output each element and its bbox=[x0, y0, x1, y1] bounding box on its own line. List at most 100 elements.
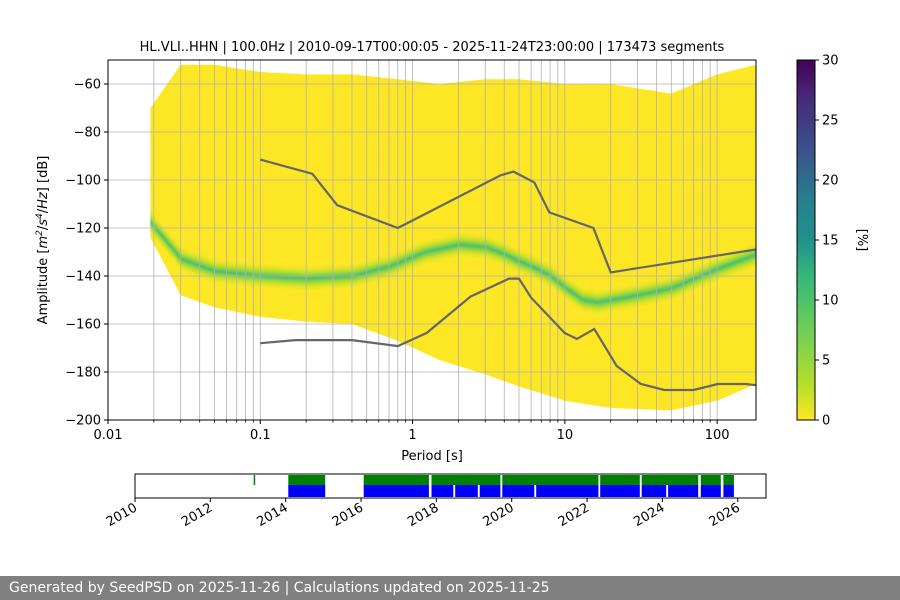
psd-mode-strip bbox=[168, 230, 171, 259]
psd-mode-strip bbox=[366, 258, 369, 287]
psd-chart: HL.VLI..HHN | 100.0Hz | 2010-09-17T00:00… bbox=[35, 40, 869, 530]
psd-mode-strip bbox=[458, 230, 461, 259]
y-tick-label: −100 bbox=[65, 174, 101, 189]
psd-mode-strip bbox=[478, 232, 481, 261]
psd-mode-strip bbox=[474, 232, 477, 261]
psd-mode-strip bbox=[190, 248, 193, 277]
psd-mode-strip bbox=[646, 279, 649, 308]
psd-mode-strip bbox=[614, 285, 617, 314]
psd-mode-strip bbox=[226, 258, 229, 287]
psd-mode-strip bbox=[230, 258, 233, 287]
psd-mode-strip bbox=[724, 252, 727, 281]
plot-grid bbox=[108, 60, 756, 420]
psd-mode-strip bbox=[386, 253, 389, 282]
timeline-tick-label: 2024 bbox=[631, 500, 667, 530]
psd-mode-strip bbox=[454, 231, 457, 260]
psd-mode-strip bbox=[564, 273, 567, 302]
psd-mode-strip bbox=[634, 281, 637, 310]
psd-mode-strip bbox=[330, 263, 333, 292]
psd-mode-strip bbox=[200, 252, 203, 281]
psd-mode-strip bbox=[364, 258, 367, 287]
psd-mode-strip bbox=[488, 234, 491, 263]
timeline-blue-segment bbox=[723, 485, 734, 497]
psd-mode-strip bbox=[500, 239, 503, 267]
timeline-tick-label: 2012 bbox=[179, 500, 215, 530]
psd-mode-strip bbox=[450, 232, 453, 261]
psd-mode-strip bbox=[298, 264, 301, 292]
psd-mode-strip bbox=[558, 268, 561, 297]
psd-mode-strip bbox=[360, 259, 363, 288]
psd-mode-strip bbox=[448, 232, 451, 261]
timeline-green-segment bbox=[363, 475, 429, 485]
psd-mode-strip bbox=[158, 218, 161, 247]
psd-mode-strip bbox=[714, 255, 717, 284]
y-tick-label: −140 bbox=[65, 270, 101, 285]
psd-mode-strip bbox=[306, 264, 309, 293]
y-tick-label: −120 bbox=[65, 222, 101, 237]
psd-mode-strip bbox=[618, 284, 621, 313]
psd-mode-strip bbox=[324, 263, 327, 292]
psd-mode-strip bbox=[652, 278, 655, 306]
psd-mode-strip bbox=[728, 250, 731, 279]
psd-mode-strip bbox=[218, 257, 221, 286]
psd-mode-strip bbox=[604, 287, 607, 315]
psd-mode-strip bbox=[744, 244, 747, 273]
psd-mode-strip bbox=[394, 250, 397, 279]
psd-mode-strip bbox=[392, 251, 395, 279]
timeline-blue-segment bbox=[455, 485, 478, 497]
psd-mode-strip bbox=[624, 283, 627, 312]
psd-mode-strip bbox=[382, 254, 385, 283]
data-availability-timeline: 2010 2012 2014 2016 2018 2020 2022 2024 2026 bbox=[104, 473, 767, 530]
psd-mode-strip bbox=[282, 263, 285, 292]
psd-mode-strip bbox=[720, 253, 723, 282]
timeline-green-segment bbox=[641, 475, 699, 485]
psd-mode-strip bbox=[598, 288, 601, 316]
psd-mode-strip bbox=[332, 263, 335, 291]
psd-mode-strip bbox=[554, 265, 557, 294]
psd-mode-strip bbox=[746, 243, 749, 272]
psd-mode-strip bbox=[248, 260, 251, 289]
psd-mode-strip bbox=[284, 263, 287, 292]
psd-mode-strip bbox=[668, 274, 671, 303]
psd-mode-strip bbox=[308, 264, 311, 293]
timeline-segments bbox=[253, 475, 734, 497]
psd-mode-strip bbox=[640, 280, 643, 309]
timeline-tick-label: 2026 bbox=[707, 500, 743, 530]
timeline-year-ticks: 2010 2012 2014 2016 2018 2020 2022 2024 2026 bbox=[104, 498, 743, 530]
timeline-tick-label: 2010 bbox=[104, 500, 140, 530]
psd-mode-strip bbox=[234, 259, 237, 288]
x-tick-label: 1 bbox=[408, 428, 416, 443]
psd-mode-strip bbox=[314, 264, 317, 292]
psd-mode-strip bbox=[608, 286, 611, 315]
psd-mode-strip bbox=[658, 276, 661, 305]
psd-mode-strip bbox=[466, 231, 469, 260]
colorbar-tick-label: 5 bbox=[822, 354, 830, 369]
colorbar-tick-label: 30 bbox=[822, 54, 839, 69]
psd-mode-strip bbox=[376, 255, 379, 284]
psd-mode-strip bbox=[612, 285, 615, 314]
psd-mode-strip bbox=[688, 266, 691, 295]
psd-mode-strip bbox=[184, 246, 187, 275]
psd-mode-strip bbox=[290, 263, 293, 292]
psd-mode-strip bbox=[546, 260, 549, 289]
psd-mode-strip bbox=[690, 266, 693, 294]
psd-mode-strip bbox=[526, 250, 529, 279]
psd-mode-strip bbox=[570, 277, 573, 306]
psd-mode-strip bbox=[568, 276, 571, 305]
psd-mode-strip bbox=[176, 240, 179, 269]
psd-mode-strip bbox=[642, 280, 645, 309]
psd-mode-strip bbox=[698, 262, 701, 291]
psd-mode-strip bbox=[660, 276, 663, 305]
psd-mode-strip bbox=[150, 209, 153, 238]
psd-mode-strip bbox=[188, 248, 191, 276]
psd-mode-strip bbox=[490, 235, 493, 264]
psd-mode-strip bbox=[340, 262, 343, 291]
psd-mode-strip bbox=[222, 258, 225, 286]
psd-mode-strip bbox=[336, 262, 339, 291]
psd-mode-strip bbox=[468, 231, 471, 260]
psd-mode-strip bbox=[430, 236, 433, 265]
psd-mode-strip bbox=[752, 241, 755, 270]
psd-mode-strip bbox=[602, 287, 605, 316]
psd-mode-strip bbox=[442, 234, 445, 263]
psd-mode-strip bbox=[486, 233, 489, 262]
